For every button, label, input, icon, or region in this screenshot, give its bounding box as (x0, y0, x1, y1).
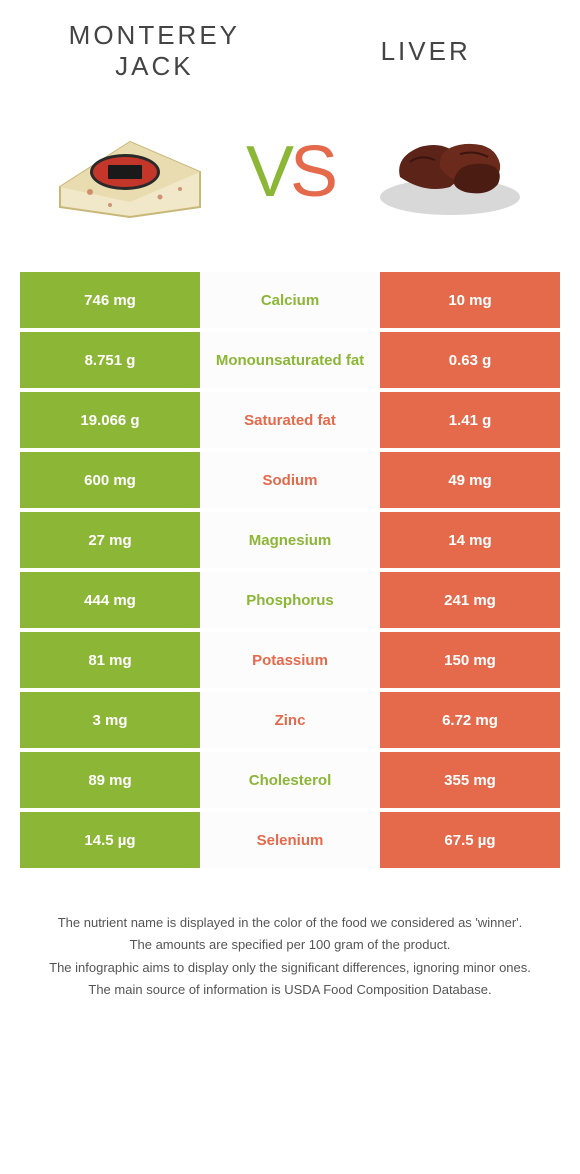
table-row: 81 mgPotassium150 mg (20, 632, 560, 688)
nutrient-label: Cholesterol (200, 752, 380, 808)
left-food-title: MONTEREY JACK (50, 20, 259, 82)
table-row: 444 mgPhosphorus241 mg (20, 572, 560, 628)
table-row: 8.751 gMonounsaturated fat0.63 g (20, 332, 560, 388)
footer-line: The main source of information is USDA F… (40, 979, 540, 1001)
right-food-title: LIVER (321, 36, 530, 67)
nutrient-label: Sodium (200, 452, 380, 508)
nutrient-label: Potassium (200, 632, 380, 688)
vs-v: V (246, 132, 290, 212)
table-row: 3 mgZinc6.72 mg (20, 692, 560, 748)
header: MONTEREY JACK LIVER (20, 20, 560, 102)
left-value: 81 mg (20, 632, 200, 688)
nutrient-label: Selenium (200, 812, 380, 868)
nutrient-label: Phosphorus (200, 572, 380, 628)
vs-s: S (290, 132, 334, 212)
left-value: 89 mg (20, 752, 200, 808)
right-value: 67.5 µg (380, 812, 560, 868)
cheese-icon (50, 117, 210, 227)
table-row: 19.066 gSaturated fat1.41 g (20, 392, 560, 448)
left-value: 14.5 µg (20, 812, 200, 868)
table-row: 746 mgCalcium10 mg (20, 272, 560, 328)
vs-label: VS (246, 131, 334, 213)
right-value: 355 mg (380, 752, 560, 808)
nutrient-label: Calcium (200, 272, 380, 328)
nutrient-label: Magnesium (200, 512, 380, 568)
right-value: 0.63 g (380, 332, 560, 388)
left-value: 444 mg (20, 572, 200, 628)
right-value: 241 mg (380, 572, 560, 628)
right-value: 6.72 mg (380, 692, 560, 748)
table-row: 600 mgSodium49 mg (20, 452, 560, 508)
left-value: 19.066 g (20, 392, 200, 448)
table-row: 27 mgMagnesium14 mg (20, 512, 560, 568)
right-value: 10 mg (380, 272, 560, 328)
table-row: 89 mgCholesterol355 mg (20, 752, 560, 808)
left-food-image (50, 112, 210, 232)
left-value: 8.751 g (20, 332, 200, 388)
right-value: 14 mg (380, 512, 560, 568)
right-value: 49 mg (380, 452, 560, 508)
nutrient-label: Saturated fat (200, 392, 380, 448)
table-row: 14.5 µgSelenium67.5 µg (20, 812, 560, 868)
liver-icon (370, 122, 530, 222)
left-value: 600 mg (20, 452, 200, 508)
nutrient-label: Zinc (200, 692, 380, 748)
nutrient-table: 746 mgCalcium10 mg8.751 gMonounsaturated… (20, 272, 560, 868)
footer-line: The amounts are specified per 100 gram o… (40, 934, 540, 956)
footer-line: The infographic aims to display only the… (40, 957, 540, 979)
right-food-image (370, 112, 530, 232)
footer-notes: The nutrient name is displayed in the co… (20, 872, 560, 1020)
nutrient-label: Monounsaturated fat (200, 332, 380, 388)
right-value: 150 mg (380, 632, 560, 688)
left-value: 27 mg (20, 512, 200, 568)
right-value: 1.41 g (380, 392, 560, 448)
footer-line: The nutrient name is displayed in the co… (40, 912, 540, 934)
left-value: 746 mg (20, 272, 200, 328)
images-row: VS (20, 102, 560, 272)
left-value: 3 mg (20, 692, 200, 748)
